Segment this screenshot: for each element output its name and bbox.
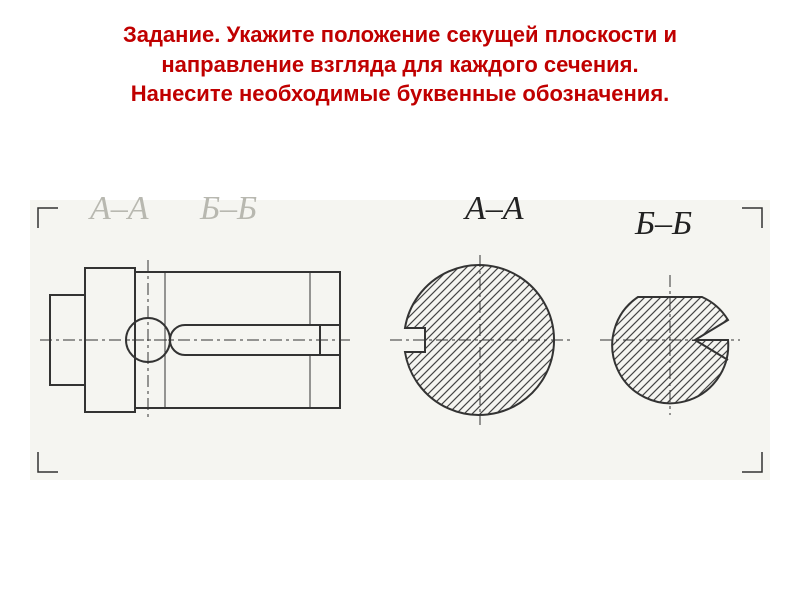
section-bb-view (600, 275, 740, 415)
section-label-aa: А–А (465, 190, 524, 228)
section-label-bb-faded: Б–Б (200, 190, 257, 228)
title-line-2: направление взгляда для каждого сечения. (161, 52, 638, 77)
technical-drawing-area: А–А Б–Б А–А Б–Б (30, 200, 770, 480)
section-label-aa-faded: А–А (90, 190, 149, 228)
title-area: Задание. Укажите положение секущей плоск… (0, 0, 800, 119)
section-label-bb: Б–Б (635, 205, 692, 243)
title-line-3: Нанесите необходимые буквенные обозначен… (131, 81, 670, 106)
title-line-1: Задание. Укажите положение секущей плоск… (123, 22, 677, 47)
section-aa-view (390, 255, 570, 425)
main-view-centerlines (40, 260, 350, 420)
assignment-title: Задание. Укажите положение секущей плоск… (40, 20, 760, 109)
